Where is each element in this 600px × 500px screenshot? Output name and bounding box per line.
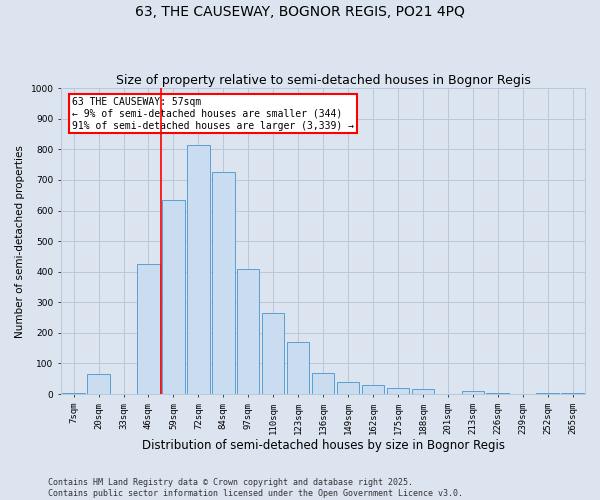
Bar: [187, 145, 209, 394]
Bar: [287, 342, 310, 394]
X-axis label: Distribution of semi-detached houses by size in Bognor Regis: Distribution of semi-detached houses by …: [142, 440, 505, 452]
Text: 63, THE CAUSEWAY, BOGNOR REGIS, PO21 4PQ: 63, THE CAUSEWAY, BOGNOR REGIS, PO21 4PQ: [135, 5, 465, 19]
Title: Size of property relative to semi-detached houses in Bognor Regis: Size of property relative to semi-detach…: [116, 74, 530, 87]
Bar: [88, 374, 110, 394]
Bar: [212, 172, 235, 394]
Bar: [137, 264, 160, 394]
Bar: [262, 313, 284, 394]
Text: 63 THE CAUSEWAY: 57sqm
← 9% of semi-detached houses are smaller (344)
91% of sem: 63 THE CAUSEWAY: 57sqm ← 9% of semi-deta…: [71, 98, 353, 130]
Bar: [337, 382, 359, 394]
Bar: [312, 372, 334, 394]
Bar: [461, 391, 484, 394]
Bar: [412, 388, 434, 394]
Bar: [487, 392, 509, 394]
Y-axis label: Number of semi-detached properties: Number of semi-detached properties: [15, 144, 25, 338]
Bar: [387, 388, 409, 394]
Bar: [362, 386, 384, 394]
Bar: [162, 200, 185, 394]
Bar: [62, 392, 85, 394]
Text: Contains HM Land Registry data © Crown copyright and database right 2025.
Contai: Contains HM Land Registry data © Crown c…: [48, 478, 463, 498]
Bar: [536, 392, 559, 394]
Bar: [237, 268, 259, 394]
